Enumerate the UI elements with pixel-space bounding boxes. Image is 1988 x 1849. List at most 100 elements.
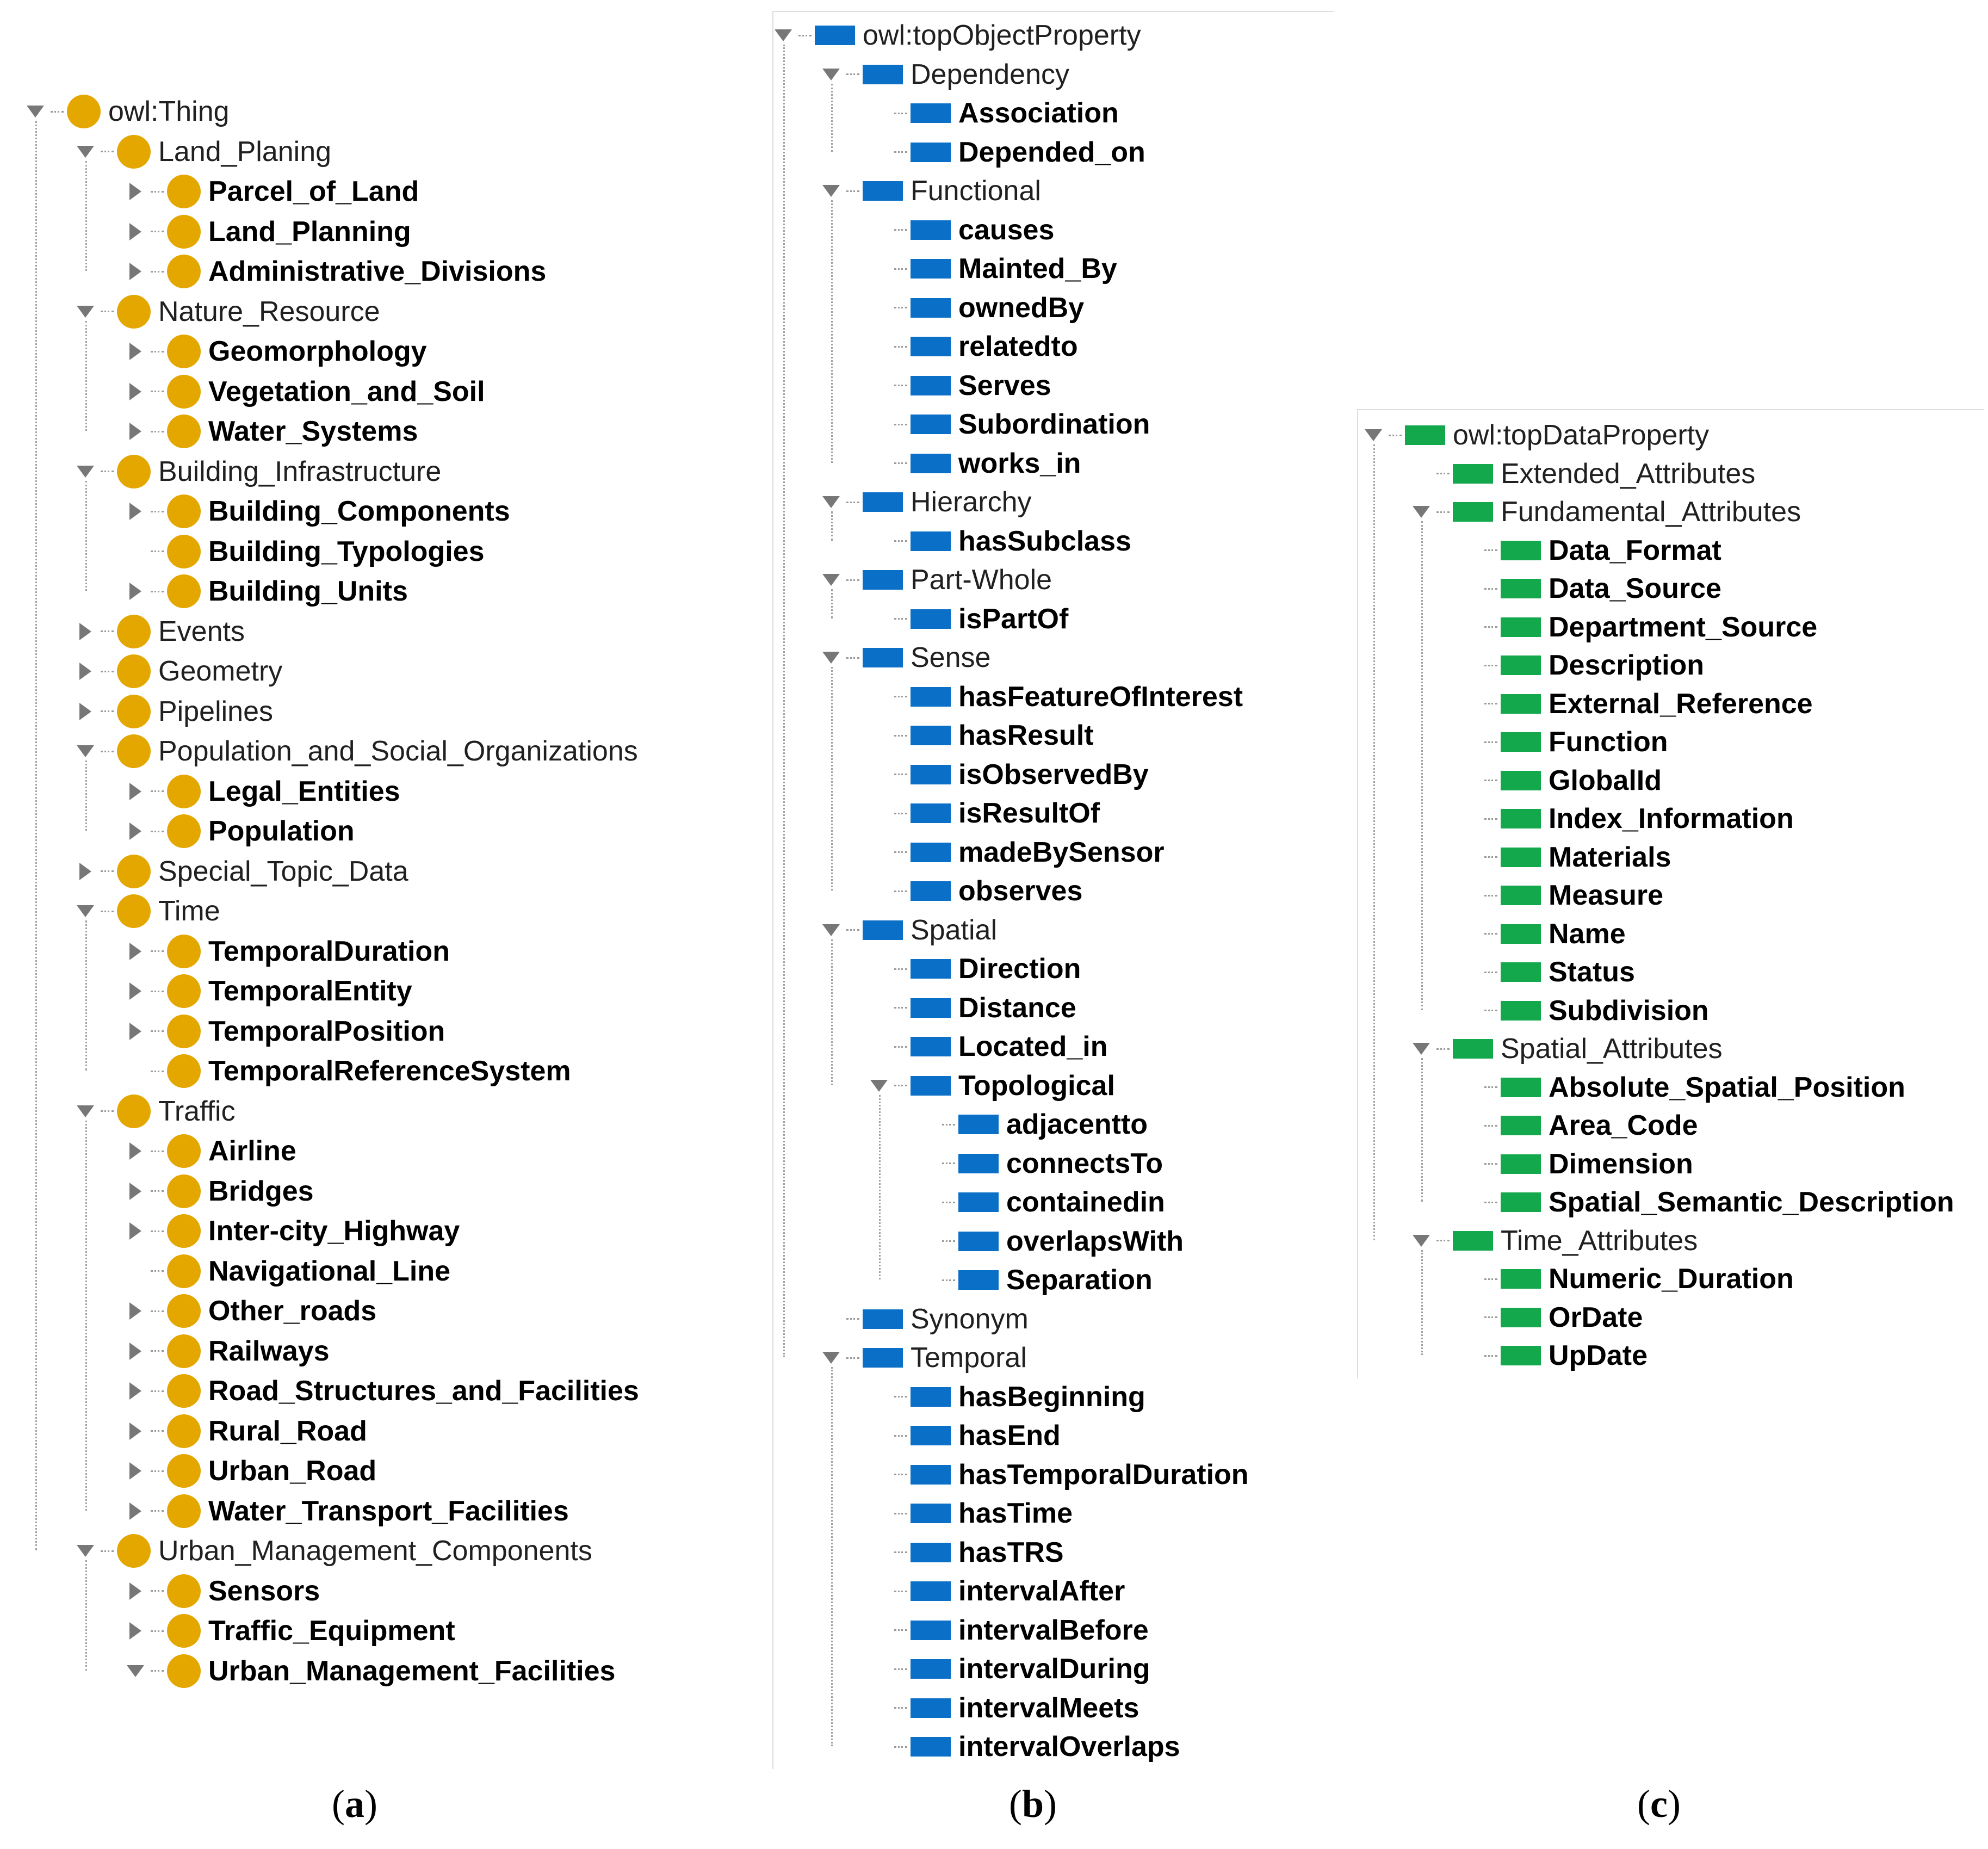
expand-triangle-right-icon[interactable] bbox=[125, 1620, 146, 1642]
tree-node-hastime[interactable]: hasTime bbox=[868, 1494, 1073, 1532]
expand-triangle-down-icon[interactable] bbox=[868, 1075, 890, 1097]
tree-node-depended-on[interactable]: Depended_on bbox=[868, 133, 1145, 171]
tree-node-temporalposition[interactable]: TemporalPosition bbox=[125, 1012, 445, 1050]
tree-node-isresultof[interactable]: isResultOf bbox=[868, 794, 1100, 832]
expand-triangle-down-icon[interactable] bbox=[820, 1347, 842, 1369]
expand-triangle-right-icon[interactable] bbox=[125, 1580, 146, 1602]
tree-node-intervalduring[interactable]: intervalDuring bbox=[868, 1650, 1150, 1688]
tree-node-observes[interactable]: observes bbox=[868, 872, 1082, 910]
tree-node-intervaloverlaps[interactable]: intervalOverlaps bbox=[868, 1728, 1180, 1766]
tree-node-hastrs[interactable]: hasTRS bbox=[868, 1533, 1064, 1572]
tree-node-hasbeginning[interactable]: hasBeginning bbox=[868, 1378, 1145, 1416]
expand-triangle-right-icon[interactable] bbox=[125, 1460, 146, 1482]
tree-node-legal-entities[interactable]: Legal_Entities bbox=[125, 772, 400, 811]
expand-triangle-down-icon[interactable] bbox=[125, 1660, 146, 1682]
tree-node-area-code[interactable]: Area_Code bbox=[1458, 1106, 1698, 1145]
expand-triangle-right-icon[interactable] bbox=[125, 1140, 146, 1162]
tree-node-direction[interactable]: Direction bbox=[868, 950, 1081, 988]
expand-triangle-right-icon[interactable] bbox=[125, 1380, 146, 1402]
tree-node-fundamental-attributes[interactable]: Fundamental_Attributes bbox=[1410, 493, 1801, 531]
tree-node-events[interactable]: Events bbox=[75, 613, 245, 651]
tree-node-synonym[interactable]: Synonym bbox=[820, 1300, 1029, 1338]
tree-node-intervalafter[interactable]: intervalAfter bbox=[868, 1572, 1125, 1610]
tree-node-relatedto[interactable]: relatedto bbox=[868, 327, 1078, 366]
tree-node-external-reference[interactable]: External_Reference bbox=[1458, 685, 1813, 723]
tree-node-building-infrastructure[interactable]: Building_Infrastructure bbox=[75, 453, 441, 491]
expand-triangle-down-icon[interactable] bbox=[820, 491, 842, 513]
tree-node-data-source[interactable]: Data_Source bbox=[1458, 570, 1721, 608]
expand-triangle-right-icon[interactable] bbox=[75, 701, 96, 722]
tree-node-dependency[interactable]: Dependency bbox=[820, 55, 1069, 94]
tree-node-overlapswith[interactable]: overlapsWith bbox=[916, 1222, 1184, 1260]
tree-node-time-attributes[interactable]: Time_Attributes bbox=[1410, 1222, 1698, 1260]
tree-node-measure[interactable]: Measure bbox=[1458, 876, 1663, 914]
tree-node-name[interactable]: Name bbox=[1458, 915, 1626, 953]
tree-node-hasfeatureofinterest[interactable]: hasFeatureOfInterest bbox=[868, 678, 1243, 716]
tree-node-vegetation-and-soil[interactable]: Vegetation_and_Soil bbox=[125, 373, 485, 411]
tree-node-spatial[interactable]: Spatial bbox=[820, 911, 997, 949]
expand-triangle-down-icon[interactable] bbox=[772, 24, 794, 46]
expand-triangle-right-icon[interactable] bbox=[125, 820, 146, 842]
tree-node-temporalentity[interactable]: TemporalEntity bbox=[125, 972, 412, 1010]
expand-triangle-right-icon[interactable] bbox=[125, 941, 146, 962]
tree-node-geometry[interactable]: Geometry bbox=[75, 652, 282, 690]
tree-node-hasend[interactable]: hasEnd bbox=[868, 1417, 1061, 1455]
tree-node-subdivision[interactable]: Subdivision bbox=[1458, 992, 1709, 1030]
tree-node-part-whole[interactable]: Part-Whole bbox=[820, 561, 1052, 599]
tree-node-extended-attributes[interactable]: Extended_Attributes bbox=[1410, 455, 1755, 493]
expand-triangle-right-icon[interactable] bbox=[125, 261, 146, 282]
expand-triangle-down-icon[interactable] bbox=[75, 141, 96, 163]
tree-node-madebysensor[interactable]: madeBySensor bbox=[868, 833, 1165, 871]
tree-node-road-structures-and-facilities[interactable]: Road_Structures_and_Facilities bbox=[125, 1372, 639, 1410]
tree-node-railways[interactable]: Railways bbox=[125, 1332, 330, 1370]
tree-node-parcel-of-land[interactable]: Parcel_of_Land bbox=[125, 172, 419, 211]
expand-triangle-down-icon[interactable] bbox=[820, 919, 842, 941]
expand-triangle-right-icon[interactable] bbox=[125, 500, 146, 522]
tree-node-urban-road[interactable]: Urban_Road bbox=[125, 1452, 376, 1490]
tree-node-description[interactable]: Description bbox=[1458, 646, 1704, 684]
tree-node-dimension[interactable]: Dimension bbox=[1458, 1145, 1693, 1183]
tree-node-pipelines[interactable]: Pipelines bbox=[75, 692, 273, 731]
expand-triangle-right-icon[interactable] bbox=[125, 1220, 146, 1242]
tree-node-ispartof[interactable]: isPartOf bbox=[868, 600, 1068, 638]
expand-triangle-down-icon[interactable] bbox=[820, 647, 842, 669]
tree-node-serves[interactable]: Serves bbox=[868, 367, 1051, 405]
expand-triangle-right-icon[interactable] bbox=[125, 1180, 146, 1202]
tree-node-navigational-line[interactable]: Navigational_Line bbox=[125, 1252, 450, 1290]
tree-node-mainted-by[interactable]: Mainted_By bbox=[868, 250, 1117, 288]
expand-triangle-down-icon[interactable] bbox=[24, 101, 46, 122]
tree-node-temporalreferencesystem[interactable]: TemporalReferenceSystem bbox=[125, 1052, 571, 1090]
tree-node-works-in[interactable]: works_in bbox=[868, 444, 1081, 483]
tree-node-temporalduration[interactable]: TemporalDuration bbox=[125, 932, 450, 970]
tree-node-owl-thing[interactable]: owl:Thing bbox=[24, 92, 230, 131]
tree-node-intervalbefore[interactable]: intervalBefore bbox=[868, 1611, 1149, 1649]
tree-node-building-units[interactable]: Building_Units bbox=[125, 572, 408, 610]
tree-node-water-systems[interactable]: Water_Systems bbox=[125, 412, 418, 450]
tree-node-spatial-attributes[interactable]: Spatial_Attributes bbox=[1410, 1030, 1723, 1068]
expand-triangle-right-icon[interactable] bbox=[125, 1340, 146, 1362]
tree-node-hastemporalduration[interactable]: hasTemporalDuration bbox=[868, 1456, 1249, 1494]
expand-triangle-right-icon[interactable] bbox=[125, 1420, 146, 1442]
tree-node-administrative-divisions[interactable]: Administrative_Divisions bbox=[125, 252, 546, 290]
tree-node-hassubclass[interactable]: hasSubclass bbox=[868, 522, 1131, 560]
tree-node-geomorphology[interactable]: Geomorphology bbox=[125, 332, 427, 370]
tree-node-water-transport-facilities[interactable]: Water_Transport_Facilities bbox=[125, 1492, 569, 1530]
tree-node-update[interactable]: UpDate bbox=[1458, 1337, 1648, 1375]
tree-node-materials[interactable]: Materials bbox=[1458, 838, 1671, 876]
tree-node-connectsto[interactable]: connectsTo bbox=[916, 1145, 1163, 1183]
expand-triangle-right-icon[interactable] bbox=[125, 781, 146, 802]
tree-node-hasresult[interactable]: hasResult bbox=[868, 716, 1094, 755]
tree-node-owl-topdataproperty[interactable]: owl:topDataProperty bbox=[1363, 416, 1709, 454]
tree-node-distance[interactable]: Distance bbox=[868, 989, 1076, 1027]
expand-triangle-right-icon[interactable] bbox=[125, 181, 146, 202]
expand-triangle-right-icon[interactable] bbox=[125, 381, 146, 403]
tree-node-land-planning[interactable]: Land_Planning bbox=[125, 213, 411, 251]
tree-node-separation[interactable]: Separation bbox=[916, 1261, 1153, 1299]
tree-node-association[interactable]: Association bbox=[868, 94, 1119, 132]
tree-node-ordate[interactable]: OrDate bbox=[1458, 1298, 1643, 1337]
tree-node-data-format[interactable]: Data_Format bbox=[1458, 531, 1721, 570]
tree-node-traffic-equipment[interactable]: Traffic_Equipment bbox=[125, 1612, 455, 1650]
expand-triangle-down-icon[interactable] bbox=[1410, 1230, 1432, 1252]
expand-triangle-right-icon[interactable] bbox=[125, 341, 146, 362]
expand-triangle-right-icon[interactable] bbox=[125, 1500, 146, 1522]
